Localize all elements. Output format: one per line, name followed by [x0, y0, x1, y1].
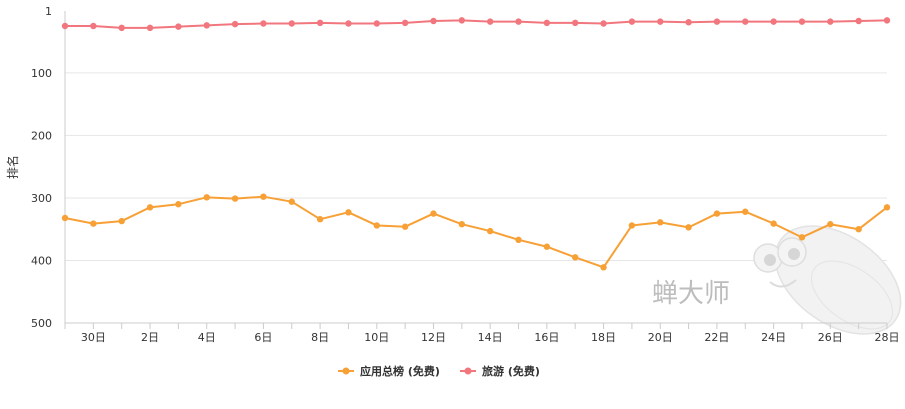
y-tick-label: 300 — [31, 192, 52, 205]
y-tick-label: 1 — [45, 5, 52, 18]
series-line-1 — [64, 195, 888, 269]
series-2-point[interactable] — [798, 18, 806, 25]
series-1-point[interactable] — [231, 195, 239, 202]
legend: 应用总榜 (免费) 旅游 (免费) — [338, 364, 540, 378]
series-2-point[interactable] — [260, 20, 267, 27]
legend-label: 应用总榜 (免费) — [360, 364, 440, 378]
cicada-logo-icon — [753, 225, 902, 335]
series-2-point[interactable] — [628, 18, 636, 25]
series-1-point[interactable] — [175, 201, 182, 208]
x-tick-label: 12日 — [421, 331, 446, 344]
series-1-point[interactable] — [401, 223, 409, 230]
series-2-point[interactable] — [685, 19, 692, 26]
series-1-point[interactable] — [515, 236, 522, 244]
series-1-point[interactable] — [713, 210, 721, 217]
x-tick-label: 10日 — [364, 331, 389, 344]
series-2-point[interactable] — [401, 19, 409, 27]
series-1-point[interactable] — [458, 221, 466, 228]
series-1-point[interactable] — [373, 222, 380, 229]
series-1-point[interactable] — [827, 221, 834, 228]
series-2-point[interactable] — [713, 18, 721, 25]
series-1-point[interactable] — [146, 204, 154, 211]
legend-item-1[interactable]: 应用总榜 (免费) — [338, 364, 440, 378]
y-tick-label: 400 — [31, 254, 52, 267]
legend-label: 旅游 (免费) — [482, 364, 540, 378]
series-2-point[interactable] — [486, 18, 494, 25]
series-2-point[interactable] — [827, 18, 834, 25]
series-1-point[interactable] — [260, 193, 267, 200]
series-1-point[interactable] — [118, 217, 125, 225]
series-2-point[interactable] — [61, 22, 69, 30]
legend-item-2[interactable]: 旅游 (免费) — [460, 364, 540, 378]
series-2-point[interactable] — [600, 20, 607, 27]
series-2-point[interactable] — [572, 19, 579, 27]
series-2-point[interactable] — [458, 17, 466, 24]
series-2-point[interactable] — [883, 17, 891, 24]
series-1-point[interactable] — [883, 204, 891, 211]
series-2-point[interactable] — [657, 18, 664, 25]
series-2-point[interactable] — [345, 20, 352, 27]
x-tick-label: 22日 — [704, 331, 729, 344]
series-1-point[interactable] — [770, 220, 777, 227]
gridlines — [65, 72, 887, 261]
series-2-point[interactable] — [118, 24, 125, 32]
legend-dot-marker — [342, 367, 350, 375]
series-2-point[interactable] — [90, 22, 97, 30]
series-2-point[interactable] — [515, 18, 522, 25]
y-axis-title: 排名 — [5, 155, 20, 179]
legend-dot-marker — [464, 367, 472, 375]
y-tick-label: 500 — [31, 317, 52, 330]
series-2-point[interactable] — [316, 19, 324, 27]
series-2-point[interactable] — [430, 17, 437, 25]
series-1-point[interactable] — [742, 208, 749, 215]
x-tick-label: 30日 — [81, 331, 106, 344]
series-line-2 — [65, 19, 888, 29]
x-tick-label: 2日 — [141, 331, 159, 344]
series-1-point[interactable] — [90, 220, 97, 227]
series-1-point[interactable] — [203, 194, 210, 201]
axes: 1 100 200 300 400 500 排名 30日 2日 4日 6日 8日 10日 12日 14日 16… — [5, 5, 900, 344]
series-2-point[interactable] — [770, 18, 777, 25]
series — [61, 17, 891, 271]
series-2-point[interactable] — [742, 18, 749, 25]
series-1-point[interactable] — [685, 224, 692, 231]
series-2-point[interactable] — [288, 20, 295, 27]
x-tick-label: 4日 — [198, 331, 216, 344]
x-tick-label: 6日 — [254, 331, 272, 344]
series-2-point[interactable] — [146, 24, 154, 32]
y-tick-label: 200 — [31, 129, 52, 142]
x-tick-label: 24日 — [761, 331, 786, 344]
series-1-point[interactable] — [61, 214, 69, 222]
x-tick-label: 28日 — [875, 331, 900, 344]
series-2-point[interactable] — [203, 22, 210, 29]
series-1-point[interactable] — [543, 243, 551, 250]
watermark-text: 蝉大师 — [652, 279, 730, 309]
x-tick-label: 14日 — [478, 331, 503, 344]
series-1-point[interactable] — [855, 226, 862, 233]
series-1-point[interactable] — [600, 264, 607, 271]
x-tick-label: 20日 — [648, 331, 673, 344]
series-1-point[interactable] — [628, 222, 636, 229]
series-1-point[interactable] — [316, 216, 324, 223]
series-1-point[interactable] — [798, 234, 806, 241]
watermark: 蝉大师 — [652, 225, 902, 335]
series-1-point[interactable] — [657, 219, 664, 226]
series-1-point[interactable] — [486, 227, 494, 235]
series-1-point[interactable] — [572, 254, 579, 261]
series-1-point[interactable] — [345, 209, 352, 216]
x-tick-label: 18日 — [591, 331, 616, 344]
y-tick-label: 100 — [31, 67, 52, 80]
series-1-point[interactable] — [288, 198, 295, 205]
series-2-point[interactable] — [231, 20, 239, 28]
series-2-point[interactable] — [175, 23, 182, 30]
series-1-point[interactable] — [430, 210, 437, 217]
x-tick-label: 16日 — [534, 331, 559, 344]
x-tick-label: 8日 — [311, 331, 329, 344]
series-2-point[interactable] — [855, 17, 862, 25]
series-2-point[interactable] — [543, 19, 551, 27]
x-tick-label: 26日 — [818, 331, 843, 344]
series-2-point[interactable] — [373, 20, 380, 27]
